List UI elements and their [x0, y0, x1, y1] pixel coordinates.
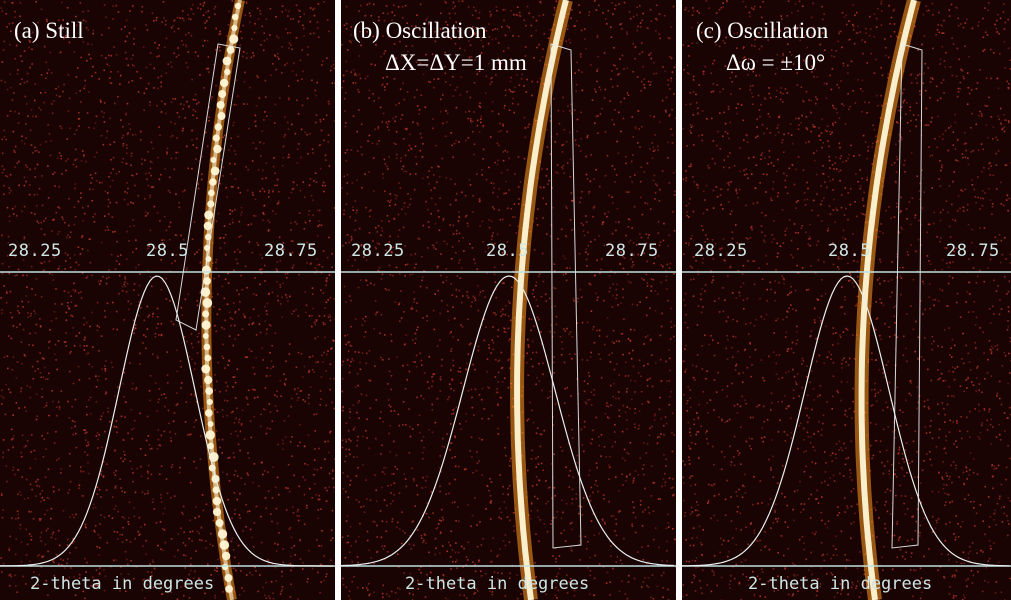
- tick-label-28-25: 28.25: [351, 241, 405, 261]
- tick-label-28-5: 28.5: [486, 241, 529, 261]
- tick-label-28-5: 28.5: [828, 241, 871, 261]
- x-axis-label: 2-theta in degrees: [405, 574, 589, 594]
- diffraction-image-still: [0, 0, 335, 600]
- tick-label-28-25: 28.25: [694, 241, 748, 261]
- tick-label-28-75: 28.75: [946, 241, 1000, 261]
- x-axis-label: 2-theta in degrees: [748, 574, 932, 594]
- panel-oscillation-xy: (b) Oscillation ΔX=ΔY=1 mm 28.25 28.5 28…: [341, 0, 676, 600]
- diffraction-image-oscillation-xy: [341, 0, 676, 600]
- image-background: [682, 0, 1011, 600]
- tick-label-28-5: 28.5: [146, 241, 189, 261]
- panel-subtitle: ΔX=ΔY=1 mm: [385, 50, 527, 76]
- image-background: [341, 0, 676, 600]
- tick-label-28-75: 28.75: [264, 241, 318, 261]
- diffraction-image-oscillation-omega: [682, 0, 1011, 600]
- tick-label-28-25: 28.25: [8, 241, 62, 261]
- x-axis-label: 2-theta in degrees: [30, 574, 214, 594]
- panel-oscillation-omega: (c) Oscillation Δω = ±10° 28.25 28.5 28.…: [682, 0, 1011, 600]
- image-background: [0, 0, 335, 600]
- tick-label-28-75: 28.75: [605, 241, 659, 261]
- panel-title: (c) Oscillation: [696, 18, 828, 44]
- panel-still: (a) Still 28.25 28.5 28.75 2-theta in de…: [0, 0, 335, 600]
- panel-title: (b) Oscillation: [353, 18, 487, 44]
- panel-subtitle: Δω = ±10°: [726, 50, 825, 76]
- panel-title: (a) Still: [14, 18, 84, 44]
